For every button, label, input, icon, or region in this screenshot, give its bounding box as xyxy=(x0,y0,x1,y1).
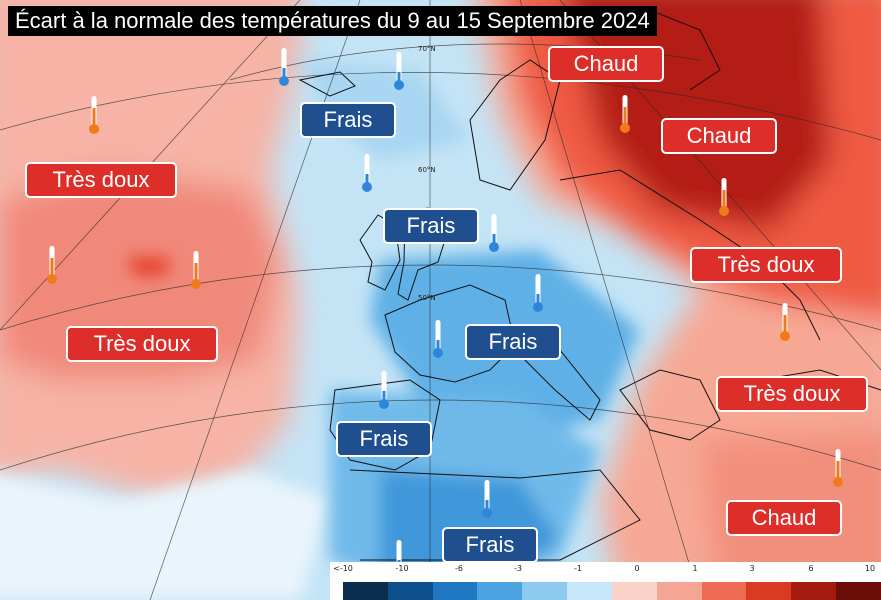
thermometer-cool-icon xyxy=(362,154,372,192)
thermometer-cool-icon xyxy=(482,480,492,518)
thermometer-cool-icon xyxy=(489,214,499,252)
region-label: Frais xyxy=(442,527,538,563)
thermometer-warm-icon xyxy=(191,251,201,289)
legend-tick: -10 xyxy=(395,564,409,573)
legend-tick: -3 xyxy=(514,564,522,573)
thermometer-warm-icon xyxy=(833,449,843,487)
thermometer-cool-icon xyxy=(433,320,443,358)
legend-swatch xyxy=(522,582,568,600)
legend-tick: <-10 xyxy=(333,564,353,573)
legend-tick: 1 xyxy=(692,564,698,573)
thermometer-cool-icon xyxy=(279,48,289,86)
region-label: Frais xyxy=(300,102,396,138)
thermometer-warm-icon xyxy=(47,246,57,284)
legend-swatch xyxy=(746,582,792,600)
region-label: Chaud xyxy=(726,500,842,536)
region-label: Très doux xyxy=(690,247,842,283)
region-label: Chaud xyxy=(548,46,664,82)
legend-tick: -1 xyxy=(574,564,582,573)
thermometer-warm-icon xyxy=(620,95,630,133)
region-label: Chaud xyxy=(661,118,777,154)
legend-swatch xyxy=(611,582,657,600)
legend-tick: 3 xyxy=(749,564,755,573)
region-label: Très doux xyxy=(716,376,868,412)
legend-swatch xyxy=(701,582,747,600)
latitude-label: 50°N xyxy=(418,294,436,302)
legend-swatch xyxy=(791,582,837,600)
legend-swatch xyxy=(387,582,433,600)
legend-tick: -6 xyxy=(455,564,463,573)
region-label: Frais xyxy=(383,208,479,244)
legend-ticks: <-10 -10 -6 -3 -1 0 1 3 6 10 xyxy=(330,564,881,578)
legend-swatch xyxy=(836,582,881,600)
thermometer-cool-icon xyxy=(533,274,543,312)
latitude-label: 70°N xyxy=(418,45,436,53)
legend-swatch xyxy=(656,582,702,600)
thermometer-cool-icon xyxy=(394,52,404,90)
legend-swatch xyxy=(432,582,478,600)
color-scale-legend: <-10 -10 -6 -3 -1 0 1 3 6 10 xyxy=(330,562,881,600)
legend-swatch xyxy=(343,582,388,600)
legend-tick: 10 xyxy=(864,564,876,573)
legend-swatch xyxy=(477,582,523,600)
latitude-label: 60°N xyxy=(418,166,436,174)
thermometer-warm-icon xyxy=(89,96,99,134)
legend-swatch xyxy=(567,582,612,600)
map-title: Écart à la normale des températures du 9… xyxy=(8,6,657,36)
thermometer-warm-icon xyxy=(780,303,790,341)
region-label: Très doux xyxy=(66,326,218,362)
region-label: Très doux xyxy=(25,162,177,198)
legend-color-bar xyxy=(343,582,881,600)
legend-tick: 6 xyxy=(808,564,814,573)
legend-tick: 0 xyxy=(634,564,640,573)
thermometer-warm-icon xyxy=(719,178,729,216)
region-label: Frais xyxy=(465,324,561,360)
region-label: Frais xyxy=(336,421,432,457)
thermometer-cool-icon xyxy=(379,371,389,409)
